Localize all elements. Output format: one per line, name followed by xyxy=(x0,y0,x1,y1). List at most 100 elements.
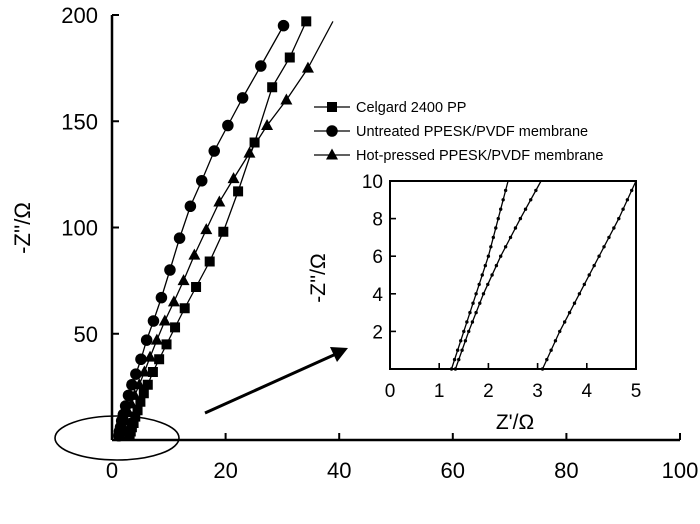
main-x-tick-label: 40 xyxy=(327,458,351,483)
inset-series-1-point xyxy=(453,367,458,371)
main-series-0-point xyxy=(132,405,143,416)
main-series-2-point xyxy=(213,195,226,207)
inset-series-1-point xyxy=(463,339,468,343)
inset-series-2-point xyxy=(629,188,634,193)
main-series-2-point xyxy=(150,333,163,345)
inset-series-0-point xyxy=(483,263,488,268)
main-series-2-point xyxy=(243,146,256,158)
main-series-2-point xyxy=(188,248,201,260)
main-series-0-point xyxy=(147,367,158,377)
inset-series-1-point xyxy=(523,207,528,211)
inset-series-1-point xyxy=(486,282,490,287)
legend: Celgard 2400 PP Untreated PPESK/PVDF memb… xyxy=(314,100,603,164)
inset-series-2-point xyxy=(562,320,567,324)
inset-series-2-point xyxy=(582,282,587,287)
inset-series-2-point xyxy=(567,310,572,315)
main-x-tick-label: 60 xyxy=(441,458,465,483)
inset-x-tick-label: 3 xyxy=(532,381,543,402)
main-series-1-point xyxy=(135,353,147,365)
inset-series-0-point xyxy=(494,226,498,230)
inset-series-1-point xyxy=(481,292,486,296)
main-series-1-point xyxy=(130,368,142,380)
main-series-2-point xyxy=(167,295,180,307)
inset-series-2-point xyxy=(577,292,582,296)
main-series-0-point xyxy=(179,303,190,314)
inset-series-2-point xyxy=(572,301,577,305)
main-y-tick-label: 100 xyxy=(61,216,98,241)
legend-marker-0 xyxy=(327,102,337,112)
legend-marker-1 xyxy=(326,125,338,137)
inset-series-0-point xyxy=(455,348,460,352)
inset-series-0-point xyxy=(486,254,491,258)
main-series-1-point xyxy=(184,200,197,212)
inset-series-0-point xyxy=(491,235,496,240)
inset-series-2-point xyxy=(540,367,545,371)
main-series-2-point xyxy=(280,93,293,105)
inset-x-axis-title: Z'/Ω xyxy=(496,411,534,434)
main-series-2-point xyxy=(144,350,157,362)
inset-series-0-point xyxy=(477,282,481,287)
inset-y-tick-label: 2 xyxy=(372,322,383,343)
inset-series-0-point xyxy=(489,245,493,249)
main-series-0-point xyxy=(218,226,229,237)
main-series-2-point xyxy=(261,119,274,130)
inset-series-1-point xyxy=(529,198,533,202)
inset-frame xyxy=(389,180,637,370)
main-series-2-point xyxy=(117,420,130,432)
inset-y-tick-label: 10 xyxy=(362,172,383,193)
inset-y-tick-label: 8 xyxy=(372,210,383,231)
main-series-0-point xyxy=(267,82,278,93)
inset-series-2-point xyxy=(549,348,553,352)
inset-series-0-point xyxy=(480,273,484,277)
inset-series-0-point xyxy=(468,310,472,315)
main-series-0-point xyxy=(284,52,295,63)
main-series-1-point xyxy=(173,232,186,244)
inset-series-0-point xyxy=(501,198,505,202)
inset-series-1-point xyxy=(470,320,475,324)
inset-series-1-point xyxy=(478,301,482,305)
main-x-tick-label: 100 xyxy=(662,458,699,483)
main-series-1-point xyxy=(236,92,249,104)
main-series-2-point xyxy=(128,388,141,400)
inset-series-0-point xyxy=(459,339,463,343)
inset-series-2-point xyxy=(625,198,630,202)
inset-series-0-point xyxy=(462,329,466,334)
main-series-0-point xyxy=(249,137,260,148)
inset-y-axis-title: -Z''/Ω xyxy=(307,253,330,302)
main-series-0-point xyxy=(142,379,153,390)
main-series-0-point xyxy=(138,388,149,399)
main-y-tick-label: 200 xyxy=(61,3,98,28)
main-x-tick-label: 0 xyxy=(106,458,118,483)
main-series-0-point xyxy=(191,282,202,292)
inset-series-2-point xyxy=(545,357,549,362)
main-series-1-point xyxy=(195,175,208,187)
inset-x-tick-label: 0 xyxy=(385,381,396,402)
main-series-1-point xyxy=(140,334,153,346)
inset-series-2-point xyxy=(621,207,625,211)
legend-marker-2 xyxy=(326,148,338,160)
main-series-2-point xyxy=(122,405,135,417)
legend-label-1: Untreated PPESK/PVDF membrane xyxy=(356,124,588,140)
main-series-0-point xyxy=(170,322,181,333)
main-y-axis-title: -Z''/Ω xyxy=(10,202,35,254)
inset-series-2-point xyxy=(558,329,562,334)
inset-y-tick-label: 4 xyxy=(372,285,383,306)
main-series-2-point xyxy=(177,274,190,286)
inset-ticks: 0 1 2 3 4 5 2 4 6 8 10 xyxy=(362,172,641,402)
inset-series-0-point xyxy=(503,188,508,193)
inset-series-1-point xyxy=(499,254,503,258)
main-series-1-point xyxy=(208,145,220,157)
inset-series-2-point xyxy=(597,254,601,258)
inset-series-2-point xyxy=(607,235,611,240)
main-series-1-point xyxy=(164,264,176,276)
inset-series-2-point xyxy=(592,263,596,268)
main-series-2-point xyxy=(133,378,146,390)
main-series-0-point xyxy=(154,354,165,365)
main-series-2-point xyxy=(120,414,133,426)
main-series-1-point xyxy=(147,315,160,327)
main-series-0-point xyxy=(233,186,244,197)
inset-x-tick-label: 5 xyxy=(631,381,642,402)
main-y-tick-label: 50 xyxy=(74,322,98,347)
inset-x-tick-label: 4 xyxy=(582,381,593,402)
